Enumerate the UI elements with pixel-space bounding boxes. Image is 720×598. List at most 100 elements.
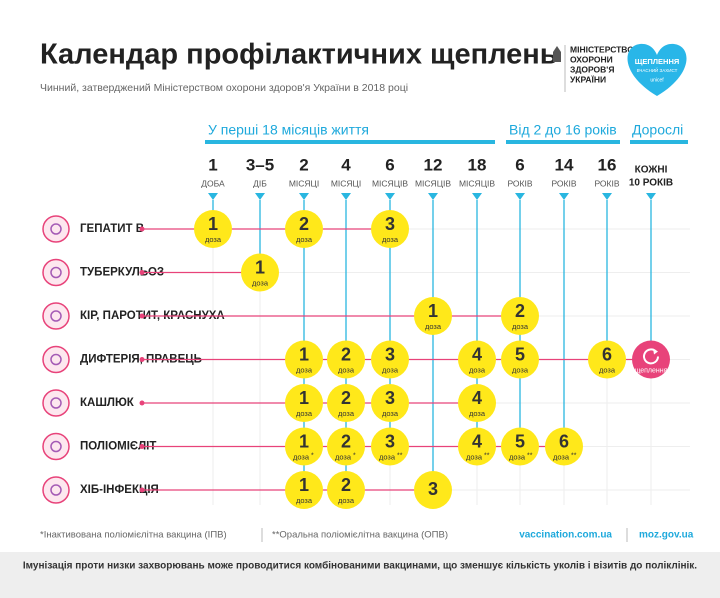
dose-label: доза — [425, 322, 442, 331]
dose-circle — [501, 340, 539, 379]
column-number: 18 — [468, 155, 487, 174]
bottom-note: Імунізація проти низки захворювань може … — [23, 560, 697, 572]
footnote: *Інактивована поліомієлітна вакцина (ІПВ… — [40, 530, 227, 541]
dose-label: доза — [553, 452, 570, 461]
dose-label: доза — [296, 409, 313, 418]
dose-label: щеплення — [635, 367, 668, 374]
column-number: 4 — [341, 155, 351, 174]
dose-label: доза — [338, 409, 355, 418]
column-unit: МІСЯЦІВ — [459, 178, 495, 188]
schedule: 1ДОБА3–5ДІБ2МІСЯЦІ4МІСЯЦІ6МІСЯЦІВ12МІСЯЦ… — [42, 155, 673, 509]
dose-number: 1 — [299, 344, 309, 364]
column-marker — [341, 193, 351, 200]
column-number: 1 — [208, 155, 217, 174]
dose-label: доза — [293, 452, 310, 461]
column-number: 14 — [555, 155, 574, 174]
dose-label: доза — [252, 278, 269, 287]
repeat-icon — [643, 348, 659, 365]
dose-number: 5 — [515, 344, 525, 364]
row-start — [139, 270, 145, 275]
row-start — [139, 226, 145, 232]
row-icon — [42, 389, 70, 417]
row-icon — [42, 432, 70, 461]
column-number: КОЖНІ — [635, 165, 668, 176]
row-start — [139, 444, 145, 449]
icon-ring — [42, 258, 70, 287]
column-unit: МІСЯЦІ — [289, 178, 319, 188]
dose-label: доза — [338, 365, 355, 374]
ministry: ОХОРОНИ — [570, 54, 613, 64]
group-label: Дорослі — [632, 122, 683, 138]
column-unit: МІСЯЦІВ — [415, 178, 451, 188]
row-label: ХІБ-ІНФЕКЦІЯ — [80, 484, 159, 496]
dose-circle — [285, 210, 323, 248]
dose-label: доза — [469, 409, 486, 418]
dose-label: доза — [469, 365, 486, 374]
group-label: Від 2 до 16 років — [509, 122, 617, 138]
dose-circle — [458, 340, 496, 379]
dose-circle — [545, 427, 583, 466]
dose-mark: ** — [571, 452, 577, 459]
dose-mark: ** — [527, 452, 533, 459]
icon-core — [50, 266, 62, 279]
column-unit: РОКІВ — [551, 178, 576, 188]
column-marker — [428, 193, 438, 200]
icon-ring — [42, 389, 70, 417]
link[interactable]: moz.gov.ua — [639, 530, 694, 541]
column-unit: РОКІВ — [507, 178, 532, 188]
row-start — [139, 357, 145, 362]
dose-label: доза — [512, 365, 529, 374]
dose-circle — [285, 384, 323, 422]
row-icon — [42, 302, 70, 330]
column-unit: 10 РОКІВ — [629, 178, 673, 189]
dose-number: 6 — [602, 344, 612, 364]
column-marker — [559, 193, 569, 200]
dose-circle — [588, 340, 626, 379]
icon-ring — [42, 476, 70, 504]
link[interactable]: vaccination.com.ua — [519, 530, 612, 541]
dose-number: 6 — [559, 431, 569, 451]
dose-circle — [458, 427, 496, 466]
dose-mark: ** — [397, 452, 403, 459]
row-start — [139, 400, 145, 406]
group-label: У перші 18 місяців життя — [208, 122, 369, 138]
row-start — [139, 487, 145, 493]
row-label: КАШЛЮК — [80, 397, 135, 409]
column-unit: ДОБА — [201, 178, 225, 188]
dose-circle — [501, 297, 539, 335]
dose-number: 1 — [299, 388, 309, 408]
group-bar — [205, 140, 495, 144]
dose-circle — [371, 427, 409, 466]
dose-label: доза — [466, 452, 483, 461]
dose-circle — [285, 427, 323, 466]
group-bar — [630, 140, 688, 144]
dose-label: доза — [379, 452, 396, 461]
dose-number: 5 — [515, 431, 525, 451]
dose-number: 1 — [428, 301, 438, 321]
column-marker — [299, 193, 309, 200]
dose-number: 3 — [385, 344, 395, 364]
row-icon — [42, 258, 70, 287]
badge-text: ВЧАСНИЙ ЗАХИСТ — [637, 66, 678, 73]
row-label: ГЕПАТИТ В — [80, 223, 144, 235]
dose-mark: * — [311, 452, 314, 459]
icon-core — [50, 484, 62, 496]
dose-number: 1 — [255, 257, 265, 277]
dose-circle — [285, 340, 323, 379]
icon-core — [50, 310, 62, 322]
dose-number: 3 — [385, 214, 395, 234]
column-unit: РОКІВ — [594, 178, 619, 188]
ministry: МІНІСТЕРСТВО — [570, 44, 634, 54]
dose-label: доза — [512, 322, 529, 331]
column-marker — [385, 193, 395, 200]
row-icon — [42, 476, 70, 504]
row-icon — [42, 215, 70, 243]
dose-circle — [414, 471, 452, 509]
dose-circle — [241, 253, 279, 292]
icon-ring — [42, 215, 70, 243]
icon-core — [50, 353, 62, 366]
dose-circle — [327, 471, 365, 509]
icon-core — [50, 223, 62, 235]
dose-number: 2 — [341, 475, 351, 495]
